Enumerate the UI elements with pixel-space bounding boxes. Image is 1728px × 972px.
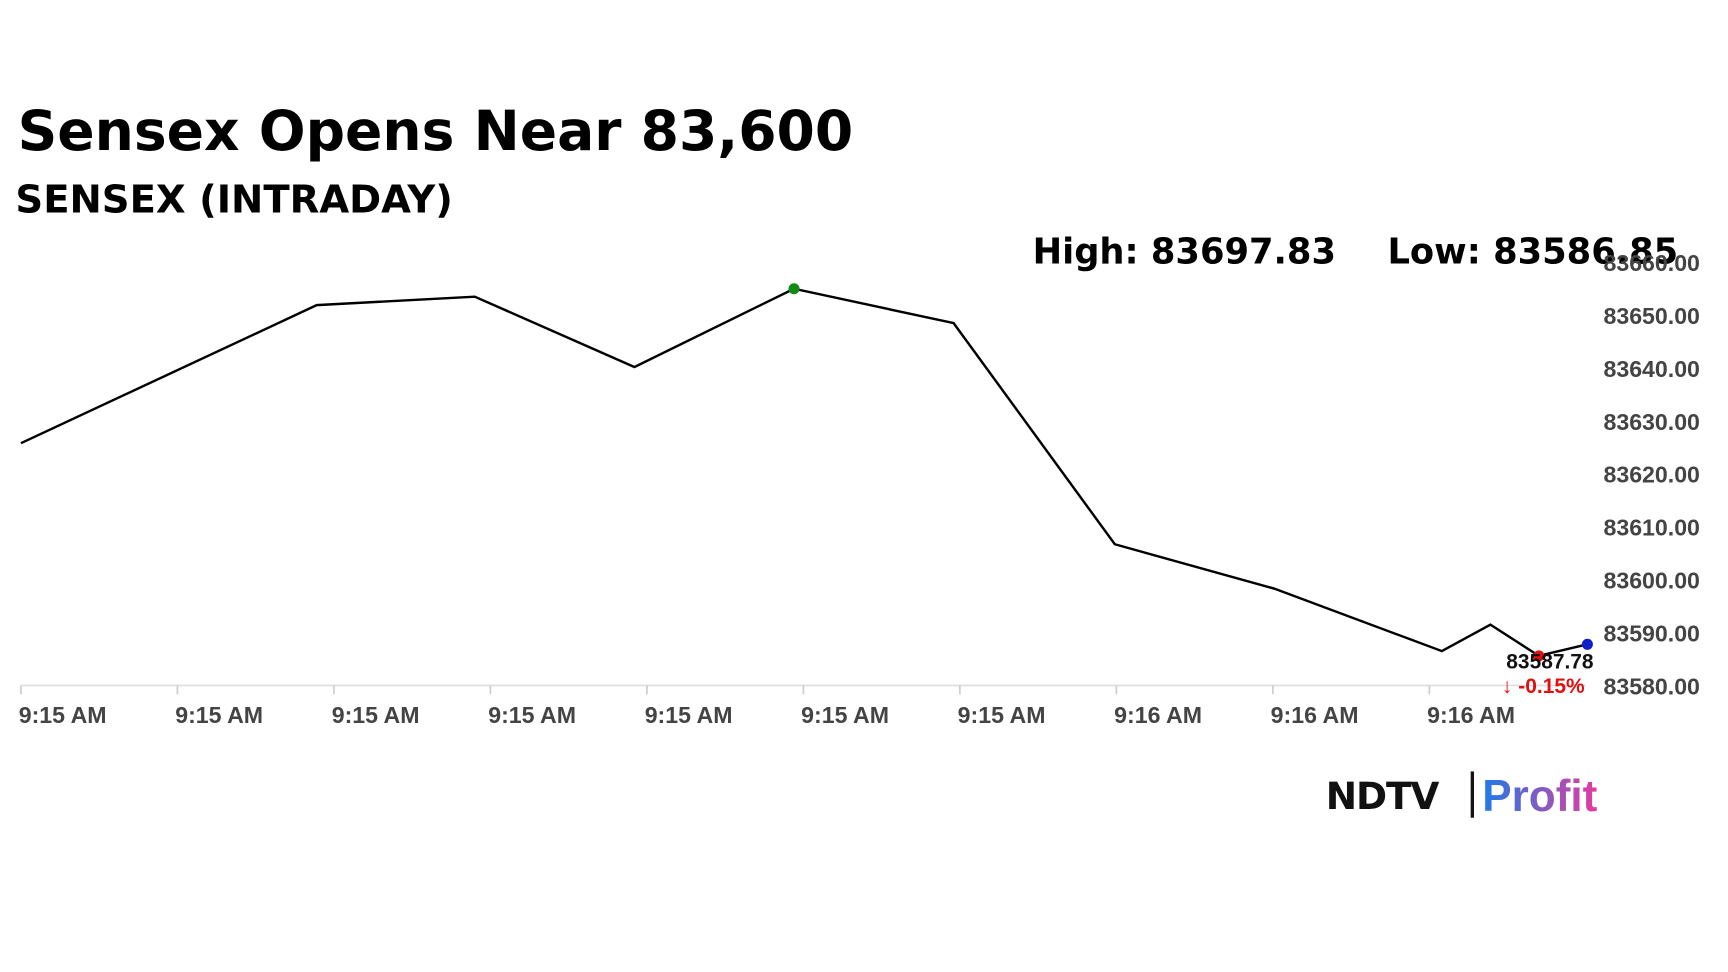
y-tick-label: 83650.00 — [1603, 303, 1699, 329]
subtitle: SENSEX (INTRADAY) — [15, 178, 452, 223]
x-tick-label: 9:15 AM — [801, 702, 889, 728]
x-tick-label: 9:15 AM — [958, 702, 1046, 728]
x-tick-label: 9:15 AM — [488, 702, 576, 728]
y-tick-label: 83610.00 — [1603, 515, 1699, 541]
logo-ndtv: NDTV — [1326, 774, 1440, 818]
marker — [788, 283, 800, 295]
marker — [1581, 638, 1593, 650]
low-label: Low: 83586.85 — [1387, 231, 1678, 272]
title: Sensex Opens Near 83,600 — [18, 99, 854, 163]
high-label: High: 83697.83 — [1033, 231, 1336, 272]
x-tick-label: 9:15 AM — [175, 702, 263, 728]
x-tick-label: 9:15 AM — [332, 702, 420, 728]
y-tick-label: 83590.00 — [1603, 620, 1699, 646]
x-tick-label: 9:15 AM — [645, 702, 733, 728]
y-tick-label: 83580.00 — [1603, 673, 1699, 699]
y-tick-label: 83630.00 — [1603, 409, 1699, 435]
last-value-label: 83587.78 — [1506, 651, 1593, 674]
marker — [1533, 650, 1545, 662]
x-tick-label: 9:16 AM — [1114, 702, 1202, 728]
y-tick-label: 83600.00 — [1603, 567, 1699, 593]
x-tick-label: 9:15 AM — [19, 702, 107, 728]
y-tick-label: 83660.00 — [1603, 250, 1699, 276]
x-tick-label: 9:16 AM — [1427, 702, 1515, 728]
x-tick-label: 9:16 AM — [1271, 702, 1359, 728]
change-label: ↓ -0.15% — [1502, 675, 1585, 698]
y-tick-label: 83640.00 — [1603, 356, 1699, 382]
logo-profit: Profit — [1482, 772, 1597, 821]
y-tick-label: 83620.00 — [1603, 462, 1699, 488]
line — [20, 287, 1588, 658]
